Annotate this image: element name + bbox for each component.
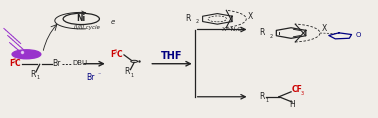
Text: 2: 2 [196,19,199,24]
Text: C: C [15,59,21,68]
Text: 3: 3 [301,91,304,96]
Text: 1: 1 [131,73,134,78]
Text: R: R [125,67,130,76]
Text: R: R [259,28,265,37]
Text: X=N,O: X=N,O [222,26,243,31]
Text: CF: CF [291,85,302,94]
Text: H: H [289,100,295,109]
Text: F: F [9,59,14,68]
Text: R: R [259,92,265,101]
Text: II/III cycle: II/III cycle [74,25,100,30]
Text: X: X [322,24,327,33]
Text: R: R [186,14,191,23]
Text: Ni: Ni [77,14,86,23]
Text: THF: THF [161,51,183,61]
Text: 3: 3 [113,49,116,54]
Text: O: O [355,32,361,38]
Text: F: F [110,50,115,59]
Text: 3: 3 [12,58,15,63]
Text: Br: Br [87,73,95,82]
Text: R: R [30,70,36,79]
Text: DBU: DBU [73,60,88,66]
Text: 1: 1 [36,75,39,80]
Text: X: X [248,12,253,21]
Text: C: C [116,50,122,59]
Text: 1: 1 [266,98,269,103]
Text: e: e [111,19,115,25]
Circle shape [12,50,41,59]
Text: 2: 2 [270,34,273,39]
Text: Br: Br [52,59,60,68]
Text: ⁻: ⁻ [97,74,101,79]
